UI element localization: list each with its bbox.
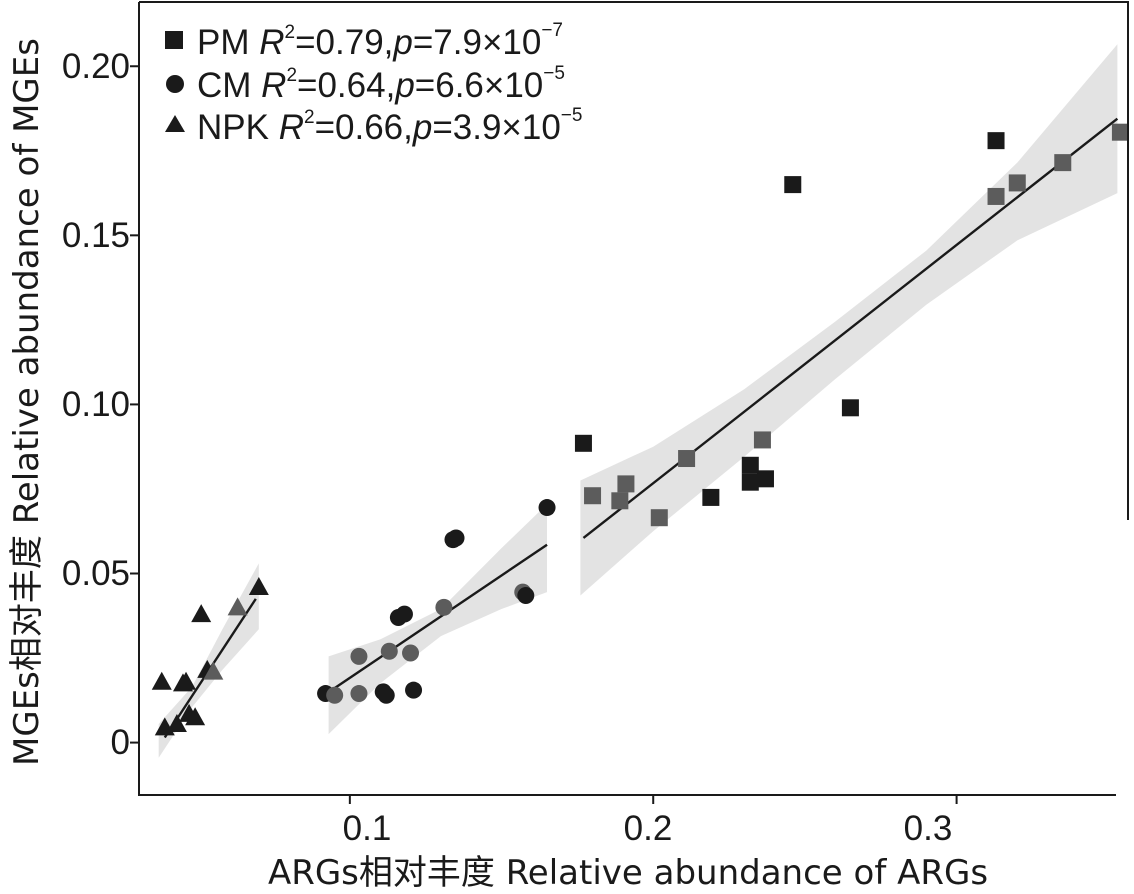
point-pm-4 bbox=[617, 475, 635, 493]
confidence-bands bbox=[158, 44, 1118, 758]
x-tick-label-0.2: 0.2 bbox=[624, 809, 673, 848]
legend-p-letter: p bbox=[394, 66, 414, 105]
point-npk-8 bbox=[191, 604, 212, 623]
y-tick-label-0: 0 bbox=[111, 723, 130, 762]
point-pm-15 bbox=[987, 187, 1005, 205]
legend-series-pm: PM bbox=[197, 23, 250, 62]
point-pm-11 bbox=[756, 470, 774, 488]
point-cm-11 bbox=[405, 681, 423, 699]
point-cm-7 bbox=[380, 642, 398, 660]
point-pm-6 bbox=[678, 450, 696, 468]
point-pm-3 bbox=[611, 492, 629, 510]
point-npk-10 bbox=[203, 661, 224, 680]
legend-entry-npk: NPK R2=0.66,p=3.9×10−5 bbox=[197, 105, 582, 147]
y-axis-title: MGEs相对丰度 Relative abundance of MGEs bbox=[7, 38, 47, 766]
legend-p-letter: p bbox=[392, 23, 412, 62]
point-pm-17 bbox=[1054, 154, 1072, 172]
point-pm-13 bbox=[841, 399, 859, 417]
axis-ticks bbox=[130, 65, 958, 804]
legend-entry-cm: CM R2=0.64,p=6.6×10−5 bbox=[197, 63, 565, 105]
x-tick-label-0.3: 0.3 bbox=[904, 809, 953, 848]
regression-line-cm bbox=[330, 543, 548, 692]
point-npk-7 bbox=[185, 707, 206, 726]
legend-series-npk: NPK bbox=[197, 108, 269, 147]
legend-p-cm: =6.6×10 bbox=[415, 66, 543, 105]
data-points bbox=[151, 123, 1129, 736]
point-cm-10 bbox=[402, 644, 420, 662]
point-pm-7 bbox=[702, 488, 720, 506]
point-npk-12 bbox=[248, 577, 269, 596]
legend-p-pm: =7.9×10 bbox=[413, 23, 541, 62]
point-cm-17 bbox=[538, 499, 556, 517]
point-npk-11 bbox=[227, 597, 248, 616]
legend-r-letter: R bbox=[279, 108, 304, 147]
point-cm-2 bbox=[326, 686, 344, 704]
legend-r-sup: 2 bbox=[285, 22, 296, 43]
y-tick-label-0.20: 0.20 bbox=[62, 47, 130, 86]
y-tick-label-0.15: 0.15 bbox=[62, 216, 130, 255]
point-npk-3 bbox=[166, 713, 187, 732]
legend-p-npk: =3.9×10 bbox=[432, 108, 560, 147]
point-npk-1 bbox=[151, 671, 172, 690]
x-tick-label-0.1: 0.1 bbox=[343, 809, 392, 848]
point-pm-5 bbox=[650, 509, 668, 527]
legend-marker-npk bbox=[165, 115, 185, 132]
axis-frame bbox=[138, 1, 1129, 796]
point-pm-8 bbox=[741, 456, 759, 474]
point-cm-9 bbox=[395, 605, 413, 623]
legend-r2-npk: =0.66, bbox=[315, 108, 413, 147]
regression-line-pm bbox=[582, 117, 1119, 539]
legend-entry-pm: PM R2=0.79,p=7.9×10−7 bbox=[197, 20, 563, 62]
point-cm-3 bbox=[350, 685, 368, 703]
legend-series-cm: CM bbox=[197, 66, 251, 105]
legend-r-sup: 2 bbox=[286, 65, 297, 86]
legend-r-sup: 2 bbox=[304, 107, 315, 128]
legend: PM R2=0.79,p=7.9×10−7 CM R2=0.64,p=6.6×1… bbox=[165, 20, 582, 147]
point-cm-12 bbox=[435, 598, 453, 616]
point-pm-14 bbox=[987, 132, 1005, 150]
legend-marker-pm bbox=[165, 31, 183, 49]
y-tick-label-0.05: 0.05 bbox=[62, 554, 130, 593]
point-pm-12 bbox=[784, 176, 802, 194]
point-pm-10 bbox=[753, 431, 771, 449]
point-cm-6 bbox=[377, 686, 395, 704]
y-tick-label-0.10: 0.10 bbox=[62, 385, 130, 424]
point-cm-16 bbox=[517, 586, 535, 604]
point-cm-14 bbox=[447, 529, 465, 547]
legend-p-exp-npk: −5 bbox=[561, 105, 583, 126]
legend-p-exp-cm: −5 bbox=[543, 63, 565, 84]
legend-r-letter: R bbox=[259, 23, 284, 62]
legend-r2-pm: =0.79, bbox=[295, 23, 393, 62]
point-pm-2 bbox=[584, 487, 602, 505]
point-pm-16 bbox=[1008, 174, 1026, 192]
x-axis-title: ARGs相对丰度 Relative abundance of ARGs bbox=[268, 853, 988, 893]
point-pm-9 bbox=[741, 473, 759, 491]
legend-p-letter: p bbox=[412, 108, 432, 147]
point-pm-1 bbox=[574, 434, 592, 452]
point-pm-18 bbox=[1111, 123, 1129, 141]
point-cm-4 bbox=[350, 647, 368, 665]
legend-p-exp-pm: −7 bbox=[541, 20, 563, 41]
legend-r-letter: R bbox=[261, 66, 286, 105]
legend-r2-cm: =0.64, bbox=[297, 66, 395, 105]
legend-marker-cm bbox=[166, 75, 184, 93]
point-npk-5 bbox=[176, 671, 197, 690]
confidence-band-pm bbox=[580, 44, 1118, 596]
